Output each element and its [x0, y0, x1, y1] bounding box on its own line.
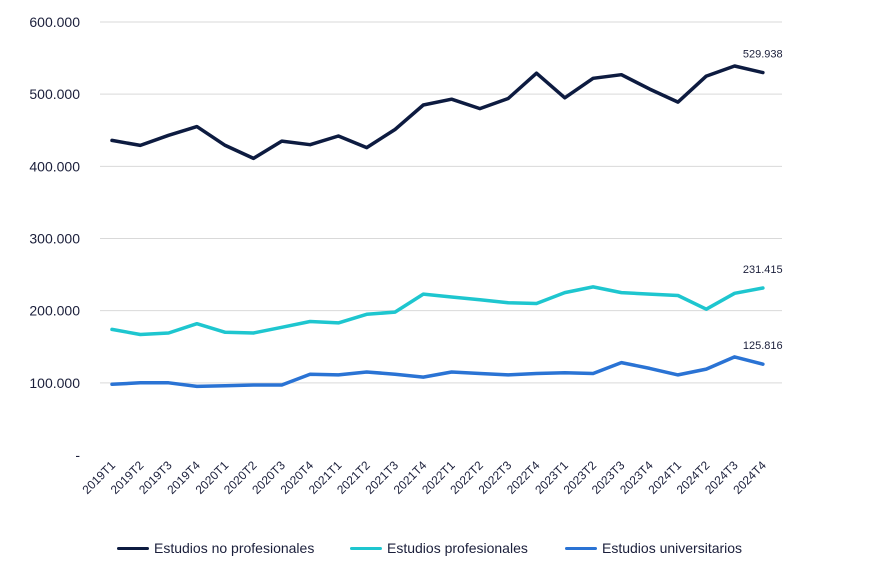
legend-swatch — [565, 546, 597, 550]
series-lines — [110, 64, 765, 389]
legend-label: Estudios universitarios — [602, 540, 743, 556]
y-tick-label: 200.000 — [29, 303, 80, 319]
legend-label: Estudios profesionales — [387, 540, 528, 556]
line-chart: - 100.000 200.000 300.000 400.000 500.000 600.… — [29, 14, 783, 497]
legend: Estudios no profesionales Estudios profe… — [0, 540, 871, 562]
y-tick-label: - — [75, 447, 80, 463]
y-axis-tick-labels: - 100.000 200.000 300.000 400.000 500.000 600.… — [29, 14, 80, 463]
legend-item-no-profesionales: Estudios no profesionales — [117, 540, 314, 556]
legend-item-universitarios: Estudios universitarios — [565, 540, 742, 556]
legend-swatch — [117, 546, 149, 550]
series-line-2 — [110, 355, 765, 389]
y-tick-label: 100.000 — [29, 375, 80, 391]
data-label-2: 125.816 — [743, 340, 783, 352]
series-line-1 — [110, 285, 765, 337]
x-axis-tick-labels: 2019T12019T22019T32019T42020T12020T22020… — [79, 458, 769, 497]
legend-item-profesionales: Estudios profesionales — [350, 540, 528, 556]
series-line-0 — [110, 64, 765, 161]
y-tick-label: 600.000 — [29, 14, 80, 30]
grid-lines — [100, 21, 782, 384]
data-label-0: 529.938 — [743, 49, 783, 61]
data-label-1: 231.415 — [743, 264, 783, 276]
y-tick-label: 500.000 — [29, 86, 80, 102]
y-tick-label: 300.000 — [29, 231, 80, 247]
legend-swatch — [350, 546, 382, 550]
y-tick-label: 400.000 — [29, 158, 80, 174]
data-labels: 529.938 231.415 125.816 — [743, 49, 783, 353]
legend-label: Estudios no profesionales — [154, 540, 315, 556]
